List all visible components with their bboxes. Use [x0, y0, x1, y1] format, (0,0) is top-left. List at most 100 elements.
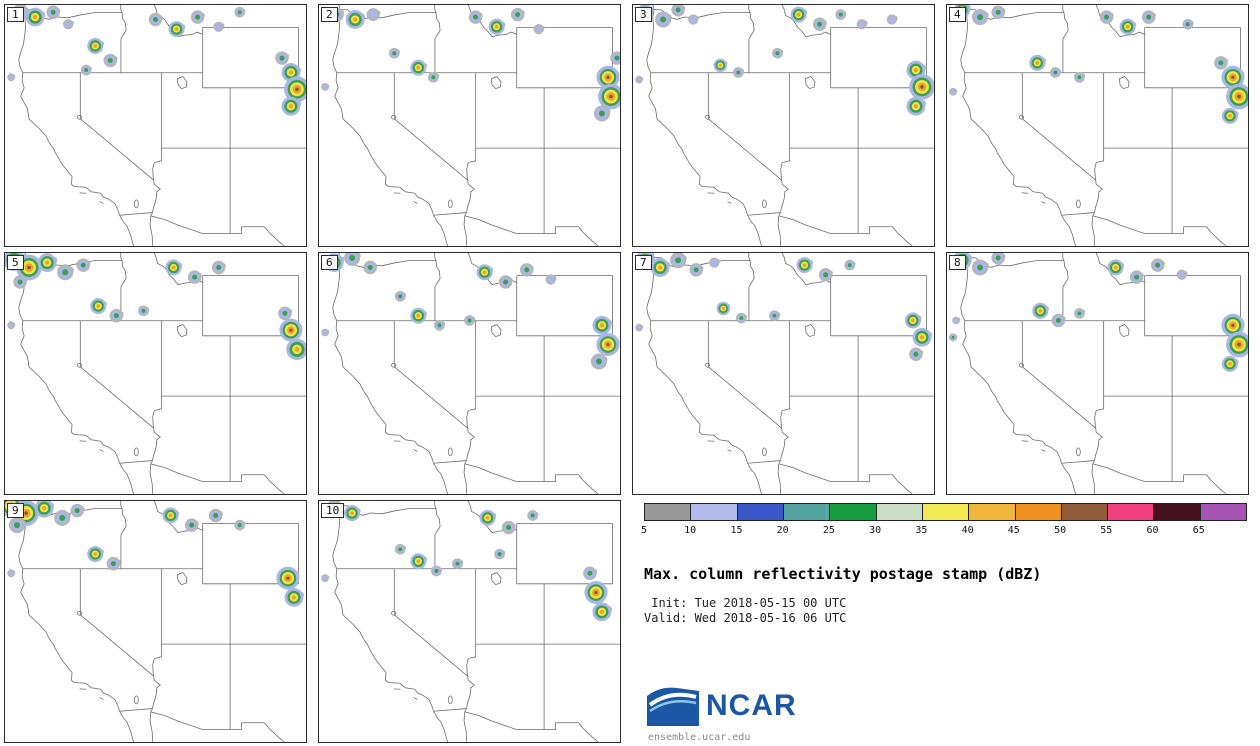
- reflectivity-echo: [739, 316, 744, 321]
- panel-number-label: 6: [321, 255, 338, 270]
- colorbar-tick: 45: [1007, 525, 1020, 536]
- map-border-line: [434, 253, 441, 321]
- reflectivity-echo: [913, 351, 919, 357]
- reflectivity-echo: [8, 322, 14, 328]
- map-border-line: [149, 460, 154, 494]
- reflectivity-echo: [599, 323, 605, 328]
- reflectivity-echo: [995, 255, 1001, 261]
- reflectivity-echo: [294, 347, 300, 352]
- salton-sea-outline: [761, 199, 767, 209]
- map-border-line: [18, 253, 121, 464]
- reflectivity-echo: [1038, 309, 1043, 313]
- reflectivity-echo: [14, 522, 21, 529]
- reflectivity-echo: [24, 511, 28, 515]
- map-border-line: [393, 568, 475, 709]
- great-salt-lake-outline: [1118, 76, 1130, 90]
- map-border-line: [466, 148, 477, 181]
- colorbar-segment: [1015, 504, 1062, 520]
- map-border-line: [152, 148, 163, 181]
- reflectivity-echo: [8, 570, 14, 576]
- reflectivity-echo: [237, 523, 242, 528]
- reflectivity-echo: [174, 27, 179, 31]
- reflectivity-echo: [295, 87, 299, 92]
- reflectivity-echo: [291, 595, 297, 600]
- reflectivity-echo: [497, 552, 502, 557]
- map-border-line: [434, 5, 441, 73]
- reflectivity-echo: [1113, 265, 1118, 270]
- map-border-line: [413, 201, 418, 204]
- reflectivity-echo: [913, 67, 919, 73]
- member-map-1: [7, 5, 306, 246]
- map-border-line: [727, 449, 732, 452]
- lake-tahoe-outline: [705, 362, 710, 368]
- map-border-line: [120, 5, 127, 73]
- ensemble-member-panel-6: 6: [318, 252, 621, 495]
- reflectivity-echo: [606, 75, 610, 79]
- reflectivity-echo: [473, 14, 479, 20]
- reflectivity-echo: [42, 506, 47, 511]
- map-border-line: [780, 148, 791, 181]
- colorbar-segment: [830, 504, 877, 520]
- map-border-line: [781, 5, 831, 38]
- salton-sea-outline: [133, 199, 139, 209]
- salton-sea-outline: [447, 199, 453, 209]
- reflectivity-echo: [847, 263, 852, 268]
- colorbar-segment: [737, 504, 784, 520]
- map-border-line: [463, 460, 468, 494]
- reflectivity-echo: [110, 561, 116, 567]
- reflectivity-echo: [1237, 342, 1241, 347]
- map-border-line: [464, 711, 599, 742]
- ensemble-member-panel-5: 5: [4, 252, 307, 495]
- map-border-line: [778, 463, 913, 494]
- map-border-line: [1021, 320, 1103, 461]
- reflectivity-echo: [64, 20, 72, 28]
- colorbar-segment: [922, 504, 970, 520]
- ensemble-member-panel-1: 1: [4, 4, 307, 247]
- reflectivity-echo: [215, 23, 223, 31]
- member-map-6: [321, 253, 620, 494]
- reflectivity-echo: [416, 559, 421, 564]
- reflectivity-echo: [62, 269, 69, 276]
- reflectivity-echo: [1077, 311, 1082, 316]
- member-map-8: [948, 253, 1248, 494]
- map-border-line: [99, 201, 104, 204]
- reflectivity-echo: [288, 104, 293, 109]
- map-border-line: [960, 5, 1063, 216]
- reflectivity-echo: [595, 358, 602, 365]
- reflectivity-echo: [349, 254, 356, 261]
- reflectivity-echo: [485, 516, 490, 520]
- map-border-line: [120, 253, 127, 321]
- colorbar-segment: [691, 504, 738, 520]
- map-border-line: [777, 460, 782, 494]
- map-border-line: [119, 215, 135, 246]
- lake-tahoe-outline: [77, 114, 82, 120]
- colorbar-segment: [876, 504, 923, 520]
- map-border-line: [747, 460, 781, 464]
- reflectivity-echo: [27, 265, 31, 270]
- reflectivity-echo: [1231, 75, 1235, 79]
- ensemble-member-panel-2: 2: [318, 4, 621, 247]
- map-border-line: [780, 396, 791, 429]
- salton-sea-outline: [761, 447, 767, 457]
- ensemble-member-panel-7: 7: [632, 252, 935, 495]
- reflectivity-echo: [1077, 75, 1082, 80]
- map-border-line: [464, 215, 599, 246]
- map-border-line: [778, 215, 913, 246]
- panel-number-label: 4: [949, 7, 966, 22]
- map-border-line: [99, 449, 104, 452]
- reflectivity-echo: [322, 330, 328, 336]
- lake-tahoe-outline: [391, 114, 396, 120]
- map-border-line: [777, 212, 782, 246]
- reflectivity-echo: [515, 12, 521, 18]
- reflectivity-echo: [547, 276, 555, 283]
- legend-block: 5 10 15 20 25 30 35 40 45 50 55 60 65 Max. column re…: [640, 503, 1250, 745]
- map-border-line: [466, 396, 477, 429]
- map-border-line: [747, 215, 763, 246]
- map-border-line: [1061, 215, 1077, 246]
- colorbar-tick: 5: [640, 525, 648, 536]
- panel-number-label: 5: [7, 255, 24, 270]
- map-border-line: [433, 463, 449, 494]
- map-border-line: [727, 201, 732, 204]
- map-border-line: [119, 463, 135, 494]
